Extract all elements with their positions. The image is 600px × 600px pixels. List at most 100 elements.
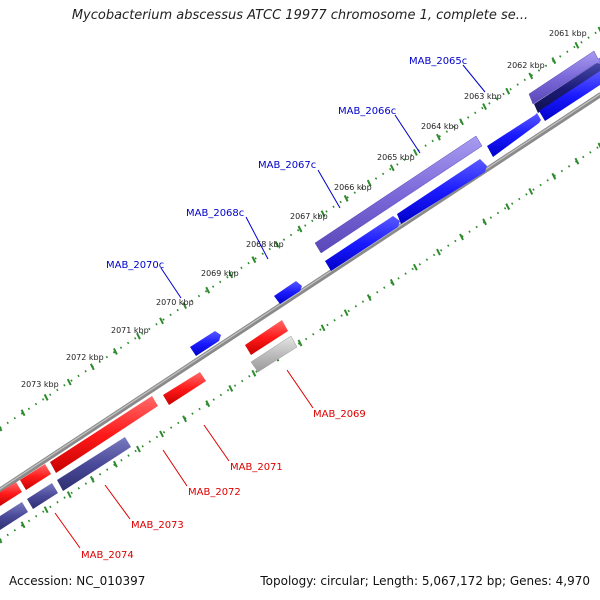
ruler-tick	[112, 460, 118, 468]
genome-summary-text: Topology: circular; Length: 5,067,172 bp…	[260, 574, 590, 588]
gene-arrow[interactable]	[314, 135, 483, 254]
gene-label[interactable]: MAB_2068c	[186, 208, 244, 219]
ruler-label: 2072 kbp	[66, 353, 104, 362]
ruler-tick	[182, 415, 188, 423]
ruler-tick	[505, 203, 511, 211]
ruler-tick	[251, 256, 257, 264]
gene-label[interactable]: MAB_2069	[313, 409, 366, 420]
ruler-tick	[574, 41, 580, 49]
ruler-tick	[20, 521, 26, 529]
ruler-tick	[320, 210, 326, 218]
ruler-tick	[482, 103, 488, 110]
ruler-labels: 2061 kbp 2062 kbp 2063 kbp 2064 kbp 2065…	[21, 29, 587, 389]
ruler-label: 2073 kbp	[21, 380, 59, 389]
gene-label[interactable]: MAB_2073	[131, 520, 184, 531]
gene-arrow[interactable]	[0, 502, 28, 530]
ruler-tick	[436, 133, 441, 141]
gene-arrow[interactable]	[57, 437, 131, 491]
gene-arrow[interactable]	[50, 396, 158, 473]
ruler-label: 2063 kbp	[464, 92, 502, 101]
map-title: Mycobacterium abscessus ATCC 19977 chrom…	[71, 8, 529, 23]
gene-arrow[interactable]	[325, 216, 400, 271]
callout-line	[104, 484, 131, 520]
ruler-tick	[389, 164, 395, 172]
ruler-label: 2070 kbp	[156, 298, 194, 307]
gene-label[interactable]: MAB_2065c	[409, 56, 467, 67]
ruler-label: 2067 kbp	[290, 212, 328, 221]
ruler-tick	[136, 445, 141, 453]
gene-arrow[interactable]	[20, 464, 51, 490]
reverse-genes	[0, 320, 298, 530]
ruler-label: 2062 kbp	[507, 61, 545, 70]
gene-label[interactable]: MAB_2071	[230, 462, 283, 473]
accession-text: Accession: NC_010397	[9, 574, 146, 588]
ruler-tick	[89, 475, 95, 483]
ruler-tick	[597, 26, 600, 33]
ruler-tick	[436, 248, 441, 256]
ruler-tick	[505, 87, 511, 95]
callout-line	[162, 449, 188, 487]
gene-label[interactable]: MAB_2067c	[258, 160, 316, 171]
ruler-tick	[366, 294, 372, 301]
gene-label[interactable]: MAB_2066c	[338, 106, 396, 117]
ruler-tick	[574, 157, 580, 165]
ruler-tick	[182, 302, 188, 309]
outer-ruler	[0, 29, 600, 429]
ruler-tick	[112, 348, 118, 355]
ruler-tick	[482, 218, 488, 226]
ruler-tick	[205, 286, 211, 294]
reverse-gene-labels: MAB_2069 MAB_2071 MAB_2072 MAB_2073 MAB_…	[81, 409, 366, 561]
ruler-tick	[528, 72, 534, 80]
callout-line	[317, 169, 341, 209]
gene-arrow[interactable]	[0, 482, 22, 506]
gene-arrow[interactable]	[250, 335, 298, 373]
gene-arrow[interactable]	[528, 50, 600, 105]
gene-label[interactable]: MAB_2072	[188, 487, 241, 498]
gene-label[interactable]: MAB_2070c	[106, 260, 164, 271]
forward-gene-callouts	[160, 64, 486, 299]
forward-gene-labels: MAB_2065c MAB_2066c MAB_2067c MAB_2068c …	[106, 56, 467, 271]
backbone-highlight	[0, 93, 600, 490]
ruler-tick	[597, 142, 600, 149]
gene-arrow[interactable]	[397, 159, 487, 224]
ruler-tick	[343, 194, 349, 202]
ruler-label: 2071 kbp	[111, 326, 149, 335]
callout-line	[394, 114, 421, 154]
ruler-tick	[43, 393, 49, 401]
ruler-tick	[251, 369, 257, 377]
ruler-tick	[551, 172, 557, 180]
ruler-tick	[366, 179, 372, 187]
ruler-ticks	[0, 26, 600, 544]
ruler-tick	[159, 430, 164, 438]
ruler-tick	[274, 240, 280, 248]
gene-arrow[interactable]	[245, 320, 288, 355]
ruler-tick	[528, 188, 534, 195]
gene-arrow[interactable]	[487, 113, 541, 157]
ruler-label: 2065 kbp	[377, 153, 415, 162]
ruler-label: 2069 kbp	[201, 269, 239, 278]
callout-line	[245, 216, 269, 260]
callout-line	[462, 64, 486, 93]
callout-line	[54, 512, 81, 549]
gene-arrow[interactable]	[274, 281, 302, 304]
ruler-tick	[0, 537, 3, 544]
gene-arrow[interactable]	[534, 63, 600, 113]
inner-ruler	[0, 145, 600, 541]
ruler-label: 2061 kbp	[549, 29, 587, 38]
ruler-tick	[205, 400, 211, 408]
callout-line	[286, 369, 314, 409]
ruler-tick	[551, 57, 557, 65]
ruler-tick	[66, 491, 72, 498]
gene-label[interactable]: MAB_2074	[81, 550, 134, 561]
ruler-tick	[89, 363, 95, 371]
ruler-tick	[459, 118, 464, 126]
gene-arrow[interactable]	[190, 331, 221, 356]
gene-arrow[interactable]	[27, 483, 58, 509]
ruler-tick	[228, 271, 234, 279]
gene-arrow[interactable]	[539, 71, 600, 121]
ruler-tick	[459, 233, 464, 241]
ruler-tick	[320, 324, 326, 332]
ruler-tick	[136, 332, 141, 340]
gene-arrow[interactable]	[163, 372, 206, 405]
